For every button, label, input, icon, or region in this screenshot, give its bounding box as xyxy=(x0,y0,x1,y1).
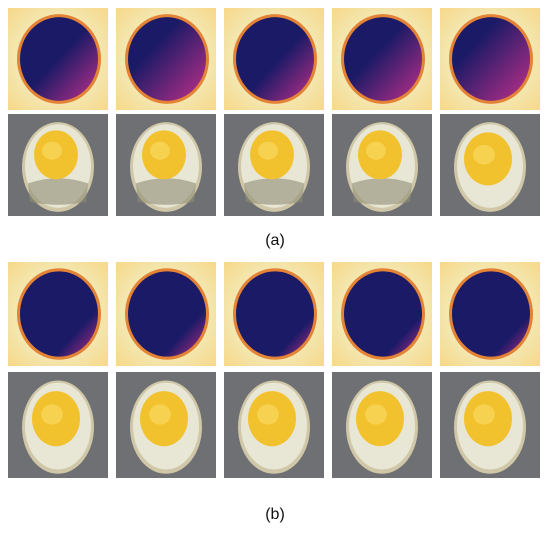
thermal-image-b-5 xyxy=(440,262,540,366)
thermal-image-a-4 xyxy=(332,8,432,110)
photo-row-a xyxy=(8,114,540,216)
thermal-image-a-2 xyxy=(116,8,216,110)
egg-photo-a-4 xyxy=(332,114,432,216)
panel-b xyxy=(8,262,540,482)
thermal-image-b-4 xyxy=(332,262,432,366)
thermal-image-b-3 xyxy=(224,262,324,366)
thermal-image-b-2 xyxy=(116,262,216,366)
panel-a xyxy=(8,8,540,220)
egg-photo-b-3 xyxy=(224,372,324,478)
egg-photo-b-5 xyxy=(440,372,540,478)
thermal-image-a-5 xyxy=(440,8,540,110)
panel-b-caption: (b) xyxy=(265,506,285,523)
thermal-image-a-1 xyxy=(8,8,108,110)
panel-a-caption: (a) xyxy=(265,232,285,249)
thermal-image-a-3 xyxy=(224,8,324,110)
thermal-image-b-1 xyxy=(8,262,108,366)
egg-photo-b-4 xyxy=(332,372,432,478)
egg-photo-a-3 xyxy=(224,114,324,216)
egg-photo-a-2 xyxy=(116,114,216,216)
photo-row-b xyxy=(8,372,540,478)
egg-photo-a-5 xyxy=(440,114,540,216)
thermal-row-b xyxy=(8,262,540,366)
egg-photo-b-1 xyxy=(8,372,108,478)
thermal-row-a xyxy=(8,8,540,110)
egg-photo-b-2 xyxy=(116,372,216,478)
egg-photo-a-1 xyxy=(8,114,108,216)
